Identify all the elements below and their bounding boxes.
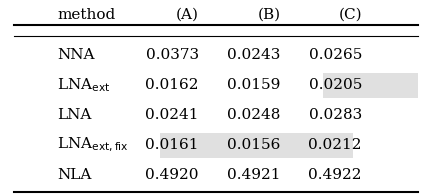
FancyBboxPatch shape <box>160 133 272 158</box>
Text: LNA: LNA <box>57 108 92 122</box>
Text: 0.4921: 0.4921 <box>227 168 280 182</box>
Text: 0.0161: 0.0161 <box>145 138 199 152</box>
Text: 0.0283: 0.0283 <box>309 108 362 122</box>
Text: 0.0156: 0.0156 <box>227 138 280 152</box>
Text: NNA: NNA <box>57 48 95 63</box>
Text: 0.4920: 0.4920 <box>145 168 199 182</box>
Text: 0.0212: 0.0212 <box>308 138 362 152</box>
Text: (C): (C) <box>338 8 362 22</box>
Text: 0.0243: 0.0243 <box>227 48 280 63</box>
Text: method: method <box>57 8 115 22</box>
Text: 0.0159: 0.0159 <box>227 78 280 93</box>
Text: 0.0373: 0.0373 <box>146 48 199 63</box>
Text: LNA$_{\mathrm{ext}}$: LNA$_{\mathrm{ext}}$ <box>57 77 111 94</box>
Text: NLA: NLA <box>57 168 92 182</box>
Text: 0.0205: 0.0205 <box>308 78 362 93</box>
Text: (A): (A) <box>176 8 199 22</box>
Text: LNA$_{\mathrm{ext,fix}}$: LNA$_{\mathrm{ext,fix}}$ <box>57 136 129 154</box>
FancyBboxPatch shape <box>323 73 418 98</box>
Text: 0.0265: 0.0265 <box>308 48 362 63</box>
Text: 0.0248: 0.0248 <box>227 108 280 122</box>
Text: (B): (B) <box>257 8 280 22</box>
FancyBboxPatch shape <box>242 133 353 158</box>
Text: 0.0241: 0.0241 <box>145 108 199 122</box>
Text: 0.0162: 0.0162 <box>145 78 199 93</box>
Text: 0.4922: 0.4922 <box>308 168 362 182</box>
